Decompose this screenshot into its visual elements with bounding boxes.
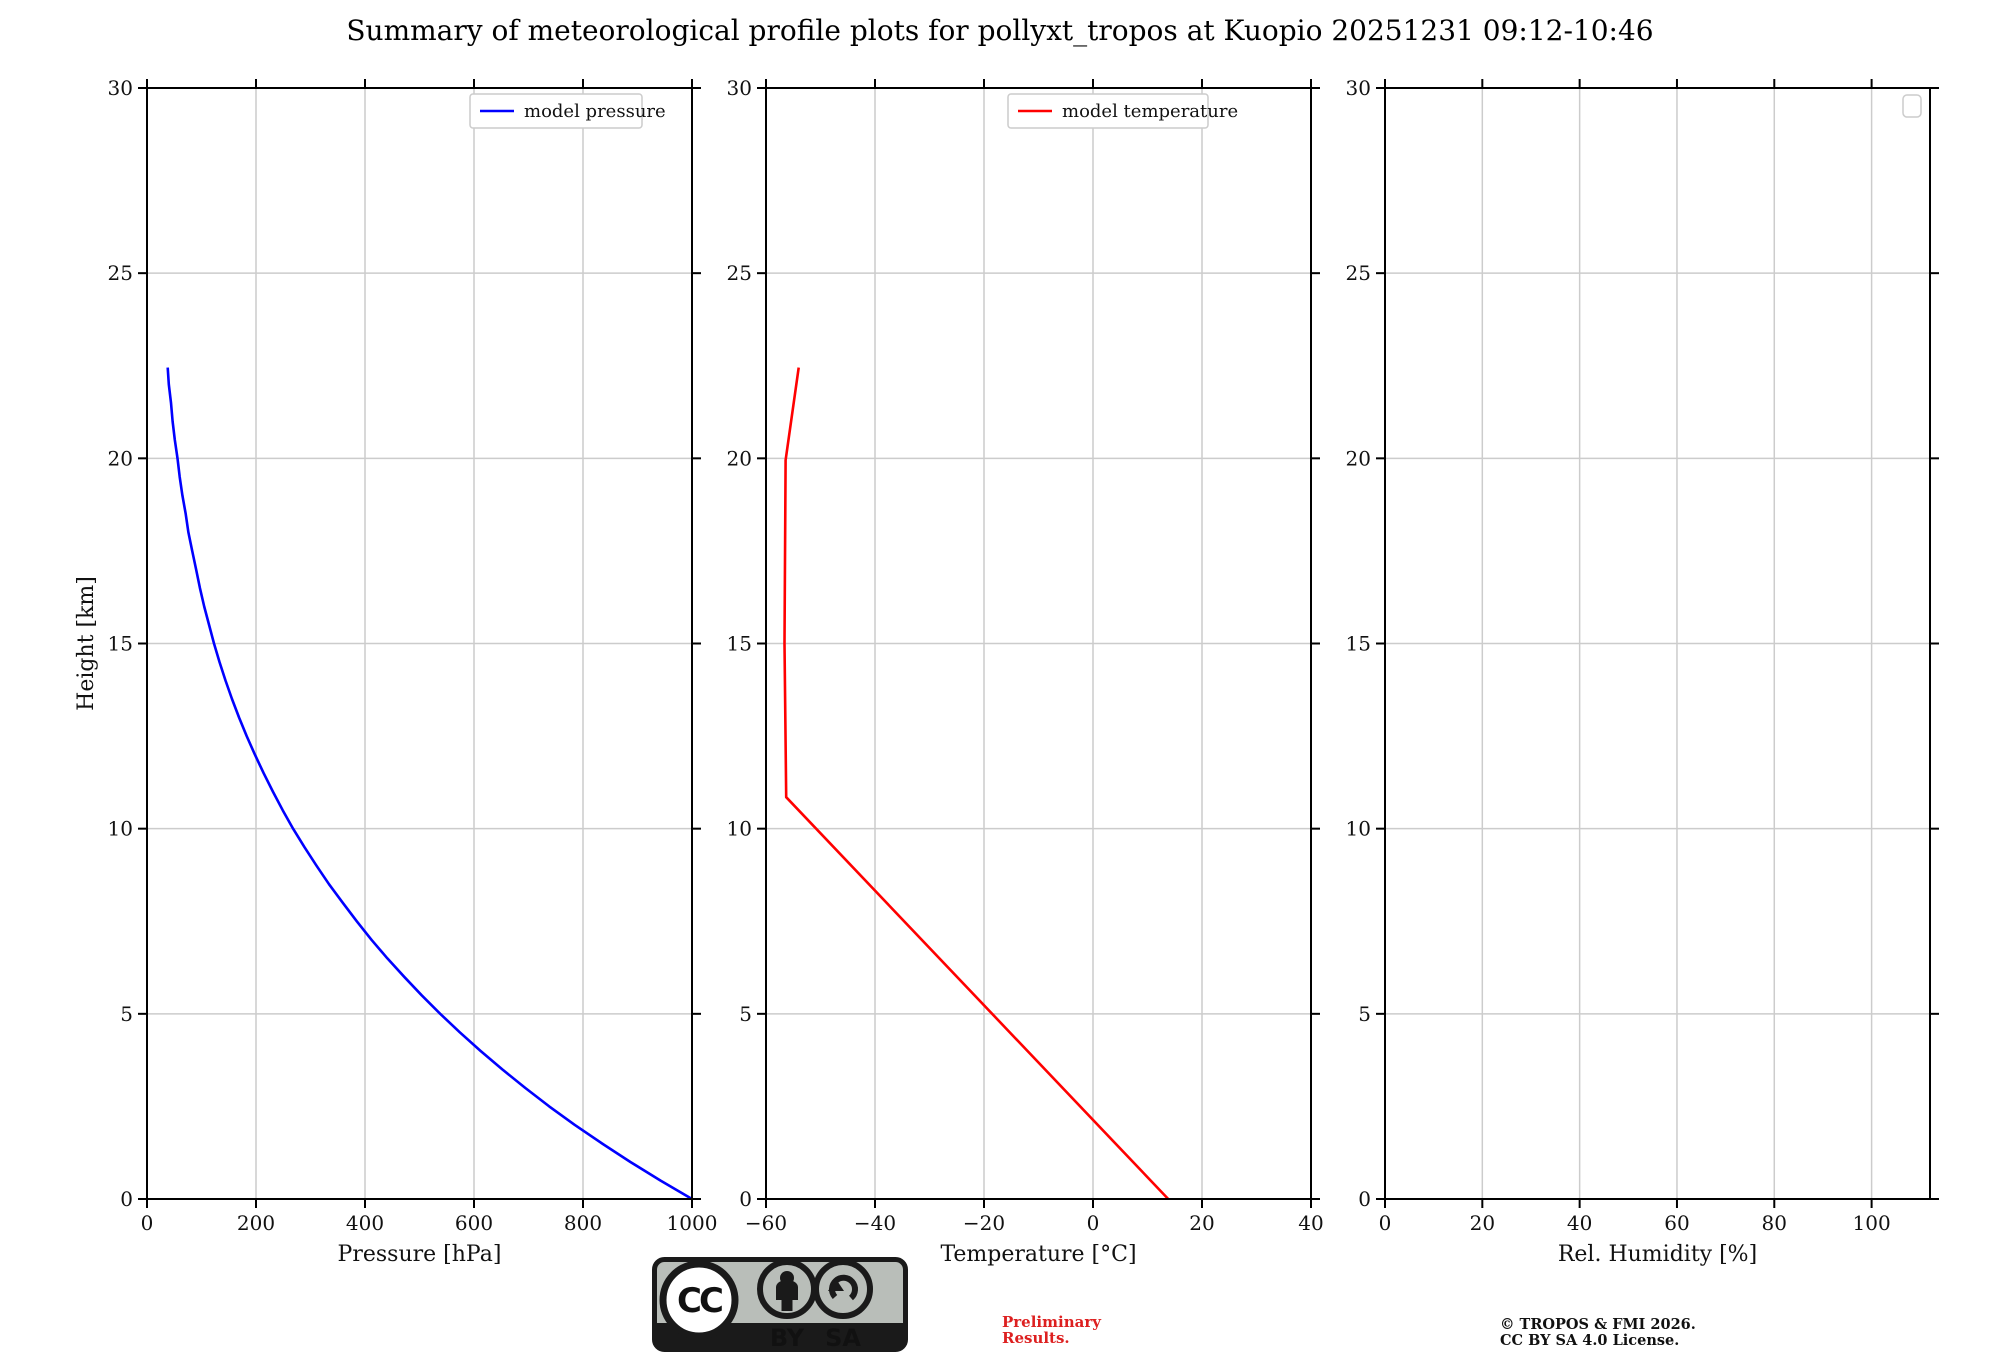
- x-tick-label: −20: [963, 1211, 1005, 1235]
- panel-2-legend-box: [1007, 93, 1209, 129]
- y-tick-label: 15: [108, 632, 133, 656]
- y-tick-label: 10: [108, 817, 133, 841]
- by-label: BY: [770, 1324, 805, 1352]
- panel-3: 0 20 40 60 80 100 0 5 10 15 20 25 30 Rel. Humidity [%…: [1346, 76, 1939, 1267]
- x-axis-label: Temperature [°C]: [940, 1242, 1136, 1267]
- x-tick-label: 60: [1664, 1211, 1689, 1235]
- x-tick-label: 0: [141, 1211, 154, 1235]
- x-tick-label: 400: [346, 1211, 384, 1235]
- x-axis-label: Rel. Humidity [%]: [1558, 1242, 1757, 1267]
- panel-3-empty-legend-box: [1902, 94, 1922, 118]
- y-tick-label: 30: [108, 76, 133, 100]
- model-temperature-curve: [783, 367, 1170, 1200]
- x-tick-label: 20: [1189, 1211, 1214, 1235]
- x-tick-label: 40: [1298, 1211, 1323, 1235]
- y-tick-label: 0: [120, 1187, 133, 1211]
- sa-arrow-icon: [813, 1259, 873, 1319]
- x-tick-label: 800: [564, 1211, 602, 1235]
- page-title: Summary of meteorological profile plots …: [346, 14, 1654, 47]
- y-tick-label: 0: [1358, 1187, 1371, 1211]
- x-tick-label: 20: [1470, 1211, 1495, 1235]
- copyright-note: © TROPOS & FMI 2026. CC BY SA 4.0 Licens…: [1500, 1316, 1696, 1349]
- y-tick-label: 30: [727, 76, 752, 100]
- cc-icon-label: CC: [677, 1281, 722, 1321]
- preliminary-results-note: Preliminary Results.: [1002, 1313, 1101, 1347]
- y-tick-label: 25: [1346, 261, 1371, 285]
- x-tick-label: 100: [1853, 1211, 1891, 1235]
- panel-1-legend-box: [469, 93, 643, 129]
- sa-label: SA: [825, 1324, 861, 1352]
- legend-label: model temperature: [1062, 101, 1238, 122]
- x-tick-label: 0: [1087, 1211, 1100, 1235]
- y-tick-label: 10: [727, 817, 752, 841]
- cc-icon: [659, 1260, 739, 1340]
- legend-label: model pressure: [524, 101, 666, 122]
- x-axis-label: Pressure [hPa]: [338, 1242, 502, 1267]
- y-tick-label: 15: [727, 632, 752, 656]
- y-tick-label: 5: [1358, 1002, 1371, 1026]
- y-axis-label: Height [km]: [74, 576, 99, 711]
- y-tick-label: 25: [108, 261, 133, 285]
- y-tick-label: 30: [1346, 76, 1371, 100]
- y-tick-label: 20: [727, 446, 752, 470]
- y-tick-label: 10: [1346, 817, 1371, 841]
- y-tick-label: 15: [1346, 632, 1371, 656]
- x-tick-label: −60: [745, 1211, 787, 1235]
- x-tick-label: 1000: [667, 1211, 718, 1235]
- model-pressure-curve: [166, 367, 693, 1201]
- x-tick-label: 600: [455, 1211, 493, 1235]
- x-tick-label: 80: [1762, 1211, 1787, 1235]
- x-tick-label: 200: [237, 1211, 275, 1235]
- y-tick-label: 25: [727, 261, 752, 285]
- x-tick-label: 40: [1567, 1211, 1592, 1235]
- cc-by-sa-badge: CC BY SA: [652, 1257, 908, 1352]
- y-tick-label: 5: [739, 1002, 752, 1026]
- y-tick-label: 5: [120, 1002, 133, 1026]
- y-tick-label: 20: [1346, 446, 1371, 470]
- panel-2: −60 −40 −20 0 20 40 0 5 10 15 20 25 30 Temperature [°…: [727, 76, 1324, 1267]
- x-tick-label: −40: [854, 1211, 896, 1235]
- x-tick-label: 0: [1379, 1211, 1392, 1235]
- y-tick-label: 20: [108, 446, 133, 470]
- y-tick-label: 0: [739, 1187, 752, 1211]
- panel-1: 0 200 400 600 800 1000 0 5 10 15 20 25 30 Pressure [h…: [74, 76, 717, 1267]
